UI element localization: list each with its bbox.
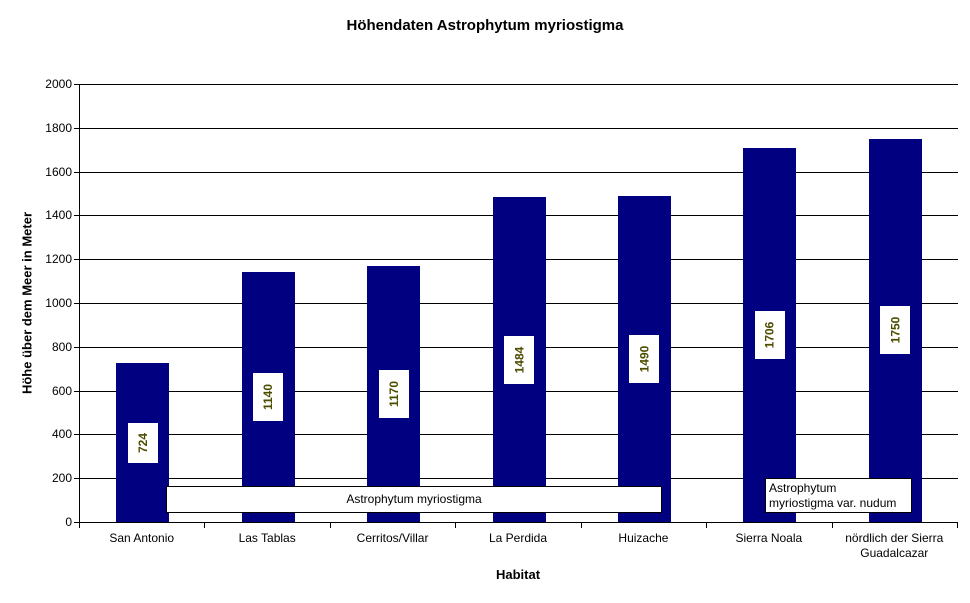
y-tick-400 (74, 434, 79, 436)
bar-value-label: 1140 (253, 373, 284, 422)
annotation-astrophytum-myriostigma: Astrophytum myriostigma (166, 486, 662, 513)
chart-title: Höhendaten Astrophytum myriostigma (346, 17, 624, 34)
y-tick-label-800: 800 (51, 339, 72, 354)
gridline-1800 (80, 127, 958, 129)
bar-value-text: 724 (135, 432, 150, 453)
y-tick-0 (74, 522, 79, 523)
y-tick-1200 (74, 259, 79, 261)
bar-San Antonio: 724 (116, 363, 170, 522)
gridline-1600 (80, 171, 958, 173)
annotation-text-line1: Astrophytum (769, 481, 837, 495)
y-tick-1800 (74, 127, 79, 129)
x-tick-0 (79, 523, 80, 528)
bar-value-label: 1706 (754, 311, 785, 360)
x-category-label: Cerritos/Villar (356, 531, 429, 545)
bar-Cerritos/Villar: 1170 (367, 265, 421, 522)
y-tick-label-0: 0 (65, 515, 72, 529)
bar-Sierra Noala: 1706 (743, 148, 797, 522)
annotation-text: Astrophytum myriostigma (346, 492, 482, 506)
y-tick-600 (74, 390, 79, 392)
bar-value-text: 1750 (888, 317, 903, 344)
y-tick-label-1400: 1400 (45, 208, 72, 223)
y-tick-label-200: 200 (51, 471, 72, 486)
y-tick-label-2000: 2000 (45, 77, 72, 91)
bar-value-text: 1140 (261, 384, 276, 411)
x-category-label: nördlich der Sierra Guadalcazar (845, 531, 944, 560)
x-tick-2 (329, 523, 331, 528)
bar-value-label: 1484 (504, 335, 534, 384)
x-tick-3 (455, 523, 457, 528)
y-tick-1600 (74, 171, 79, 173)
bar-value-label: 1490 (629, 334, 660, 383)
bar-value-label: 1750 (880, 306, 911, 355)
gridline-2000 (80, 84, 958, 85)
bar-La Perdida: 1484 (492, 197, 546, 522)
x-category-label: Las Tablas (238, 531, 296, 545)
bar-Huizache: 1490 (617, 195, 671, 522)
y-tick-1400 (74, 215, 79, 217)
x-tick-4 (580, 523, 582, 528)
bar-value-text: 1484 (511, 346, 526, 373)
y-tick-label-1200: 1200 (45, 252, 72, 267)
y-tick-label-1600: 1600 (45, 164, 72, 179)
x-axis-title: Habitat (495, 567, 541, 582)
y-tick-200 (74, 478, 79, 480)
x-tick-7 (957, 523, 958, 528)
annotation-astrophytum-myriostigma-var-nudum: Astrophytum myriostigma var. nudum (765, 478, 912, 513)
x-category-label: Sierra Noala (735, 531, 803, 545)
y-tick-label-1000: 1000 (45, 296, 72, 310)
x-category-label: La Perdida (488, 531, 548, 545)
bar-value-text: 1170 (386, 380, 401, 407)
bar-value-label: 1170 (378, 369, 409, 418)
x-tick-1 (204, 523, 206, 528)
annotation-text-line2: myriostigma var. nudum (769, 496, 897, 510)
bar-value-text: 1490 (637, 345, 652, 373)
bar-value-label: 724 (127, 422, 158, 463)
bar-Las Tablas: 1140 (241, 272, 295, 522)
x-tick-5 (706, 523, 708, 528)
y-tick-2000 (74, 84, 79, 85)
y-tick-800 (74, 346, 79, 348)
x-category-label: Huizache (618, 531, 669, 545)
y-tick-1000 (74, 303, 79, 304)
y-tick-label-600: 600 (51, 383, 72, 398)
x-category-label: San Antonio (109, 531, 175, 545)
plot-area: 724 1140 1170 1484 1490 1706 1750 (79, 84, 958, 523)
bar-nördlich der Sierra Guadalcazar: 1750 (868, 138, 922, 522)
y-tick-label-1800: 1800 (45, 120, 72, 135)
y-tick-label-400: 400 (51, 427, 72, 442)
bar-value-text: 1706 (762, 321, 777, 349)
x-tick-6 (831, 523, 833, 528)
